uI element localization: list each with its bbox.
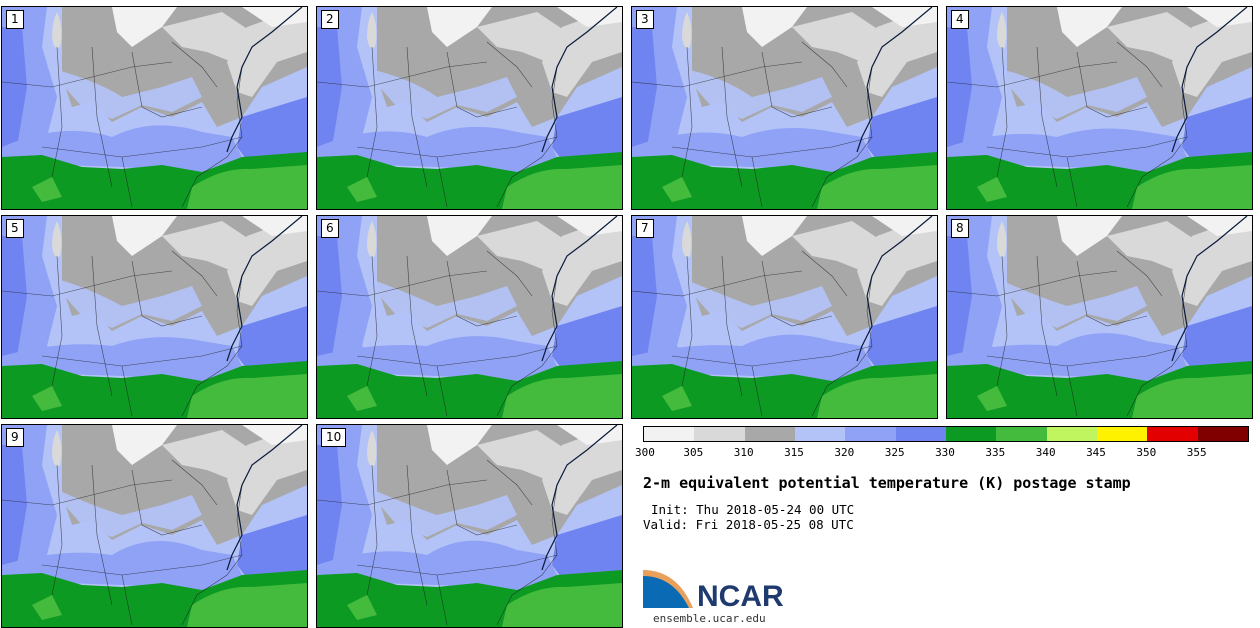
colorbar-segment — [945, 427, 997, 441]
colorbar-tick-label: 355 — [1186, 446, 1207, 459]
map-panel: 3 — [631, 6, 938, 210]
colorbar-tick-label: 325 — [884, 446, 905, 459]
panel-label: 6 — [321, 219, 339, 238]
colorbar-tick-label: 330 — [935, 446, 955, 459]
colorbar-segment — [1147, 427, 1198, 441]
panel-label: 5 — [6, 219, 24, 238]
svg-text:NCAR: NCAR — [697, 580, 784, 612]
map-panel: 6 — [316, 215, 623, 419]
website-url: ensemble.ucar.edu — [653, 612, 766, 625]
colorbar-tick-label: 335 — [985, 446, 1006, 459]
panel-label: 7 — [636, 219, 654, 238]
map-panel: 5 — [1, 215, 308, 419]
colorbar-tick-label: 305 — [683, 446, 704, 459]
ncar-swoosh-icon — [643, 574, 691, 608]
panel-label: 2 — [321, 10, 339, 29]
valid-time: Valid: Fri 2018-05-25 08 UTC — [643, 517, 854, 532]
colorbar-segment — [1046, 427, 1097, 441]
colorbar-segment — [845, 427, 896, 441]
colorbar-segment — [744, 427, 795, 441]
colorbar-segment — [794, 427, 846, 441]
map-panel: 4 — [946, 6, 1253, 210]
panel-label: 10 — [321, 428, 347, 447]
colorbar-tick-label: 310 — [733, 446, 754, 459]
map-panel: 7 — [631, 215, 938, 419]
colorbar-tick-label: 350 — [1136, 446, 1157, 459]
colorbar-segment — [996, 427, 1047, 441]
colorbar-segment — [1197, 427, 1248, 441]
colorbar-tick-label: 320 — [834, 446, 855, 459]
map-panel: 8 — [946, 215, 1253, 419]
init-time: Init: Thu 2018-05-24 00 UTC — [651, 502, 855, 517]
map-panel: 9 — [1, 424, 308, 628]
colorbar-tick-label: 345 — [1086, 446, 1106, 459]
panel-label: 4 — [951, 10, 969, 29]
panel-label: 1 — [6, 10, 24, 29]
panel-label: 9 — [6, 428, 24, 447]
colorbar-ticks: 300 305 310 315 320 325 330 335 340 345 350 355 — [635, 446, 1247, 460]
colorbar-tick-label: 300 — [635, 446, 655, 459]
panel-label: 3 — [636, 10, 654, 29]
colorbar-segment — [1096, 427, 1148, 441]
colorbar-segment — [644, 427, 695, 441]
map-panel: 1 — [1, 6, 308, 210]
colorbar-segment — [895, 427, 946, 441]
colorbar-segment — [694, 427, 745, 441]
colorbar — [643, 426, 1249, 442]
map-panel: 2 — [316, 6, 623, 210]
ncar-logo: NCAR — [643, 570, 793, 616]
colorbar-tick-label: 315 — [784, 446, 804, 459]
map-panel: 10 — [316, 424, 623, 628]
panel-label: 8 — [951, 219, 969, 238]
colorbar-tick-label: 340 — [1035, 446, 1056, 459]
figure-title: 2-m equivalent potential temperature (K)… — [643, 474, 1131, 492]
